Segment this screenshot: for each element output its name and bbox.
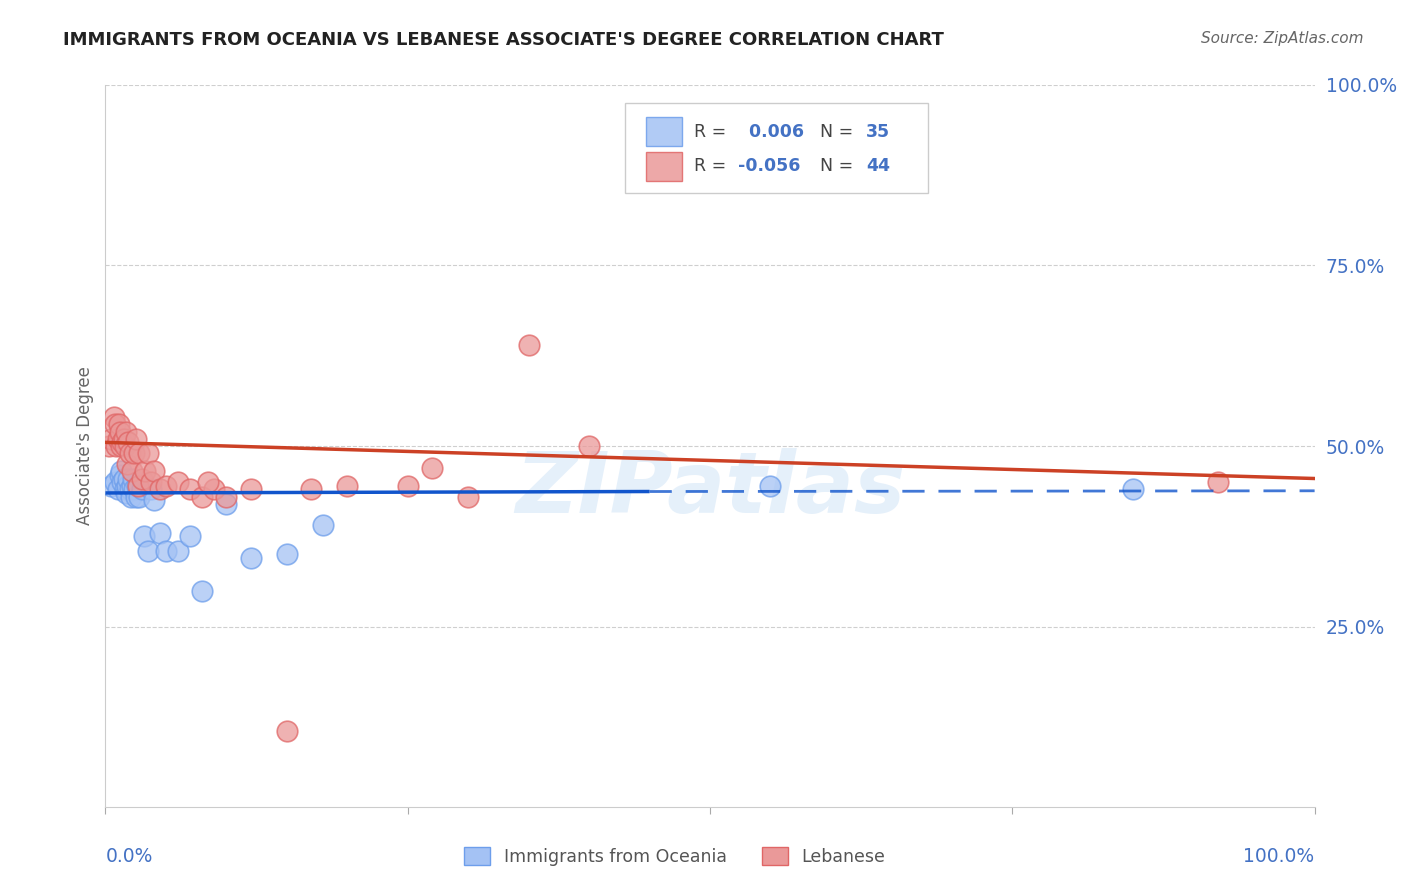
Text: 35: 35 (866, 123, 890, 141)
Text: 44: 44 (866, 157, 890, 176)
Point (155, 479, 177, 493)
Point (420, 460, 443, 475)
Point (115, 486, 138, 500)
Point (149, 483, 172, 497)
Point (239, 551, 262, 566)
Point (191, 583, 214, 598)
Point (167, 475, 190, 489)
Point (115, 457, 138, 471)
Text: 0.006: 0.006 (742, 123, 804, 141)
Point (100, 479, 122, 493)
Point (578, 439, 600, 453)
Point (128, 446, 150, 460)
Point (103, 410, 125, 425)
Point (117, 471, 139, 485)
Point (336, 479, 359, 493)
Point (215, 497, 238, 511)
Point (108, 425, 131, 439)
Point (117, 435, 139, 450)
Y-axis label: Associate's Degree: Associate's Degree (76, 367, 94, 525)
Point (276, 724, 298, 739)
Point (118, 446, 141, 460)
Text: R =: R = (695, 123, 733, 141)
Point (191, 490, 214, 504)
Point (759, 479, 782, 493)
Point (142, 464, 165, 478)
Point (215, 490, 238, 504)
Point (111, 435, 134, 450)
Text: N =: N = (810, 157, 859, 176)
Point (142, 493, 165, 508)
Point (312, 518, 335, 533)
Point (114, 483, 136, 497)
Text: 0.0%: 0.0% (105, 847, 153, 866)
Point (111, 475, 134, 489)
Point (457, 490, 479, 504)
FancyBboxPatch shape (645, 152, 682, 181)
Point (118, 483, 141, 497)
FancyBboxPatch shape (626, 103, 928, 194)
Point (239, 483, 262, 497)
Point (396, 479, 419, 493)
Point (179, 529, 201, 543)
Point (107, 432, 129, 446)
Point (1206, 475, 1229, 489)
FancyBboxPatch shape (645, 117, 682, 146)
Point (122, 471, 145, 485)
Point (155, 543, 177, 558)
Point (112, 432, 135, 446)
Point (105, 439, 128, 453)
Text: R =: R = (695, 157, 733, 176)
Point (128, 490, 150, 504)
Point (131, 471, 153, 485)
Point (98, 439, 121, 453)
Legend: Immigrants from Oceania, Lebanese: Immigrants from Oceania, Lebanese (456, 838, 894, 874)
Point (124, 446, 146, 460)
Point (131, 483, 153, 497)
Point (141, 483, 163, 497)
Text: ZIPatlas: ZIPatlas (515, 448, 905, 531)
Point (115, 425, 138, 439)
Point (121, 479, 143, 493)
Point (136, 543, 159, 558)
Point (121, 464, 143, 478)
Point (108, 467, 131, 482)
Point (107, 483, 129, 497)
Point (120, 490, 142, 504)
Point (100, 432, 122, 446)
Text: 100.0%: 100.0% (1243, 847, 1315, 866)
Point (202, 483, 225, 497)
Point (299, 483, 322, 497)
Point (149, 525, 172, 540)
Text: N =: N = (810, 123, 859, 141)
Point (125, 479, 148, 493)
Point (134, 529, 156, 543)
Text: Source: ZipAtlas.com: Source: ZipAtlas.com (1201, 31, 1364, 46)
Point (1122, 483, 1144, 497)
Point (276, 548, 298, 562)
Point (517, 338, 540, 352)
Point (110, 464, 132, 478)
Point (167, 543, 190, 558)
Point (104, 475, 127, 489)
Point (107, 417, 129, 432)
Point (197, 475, 219, 489)
Point (141, 475, 163, 489)
Point (124, 483, 146, 497)
Point (115, 479, 138, 493)
Point (110, 439, 132, 453)
Point (134, 464, 156, 478)
Point (124, 432, 148, 446)
Point (136, 446, 159, 460)
Point (179, 483, 201, 497)
Text: -0.056: -0.056 (738, 157, 800, 176)
Point (127, 479, 149, 493)
Point (112, 471, 135, 485)
Point (124, 490, 148, 504)
Point (114, 439, 136, 453)
Point (104, 417, 127, 432)
Text: IMMIGRANTS FROM OCEANIA VS LEBANESE ASSOCIATE'S DEGREE CORRELATION CHART: IMMIGRANTS FROM OCEANIA VS LEBANESE ASSO… (63, 31, 945, 49)
